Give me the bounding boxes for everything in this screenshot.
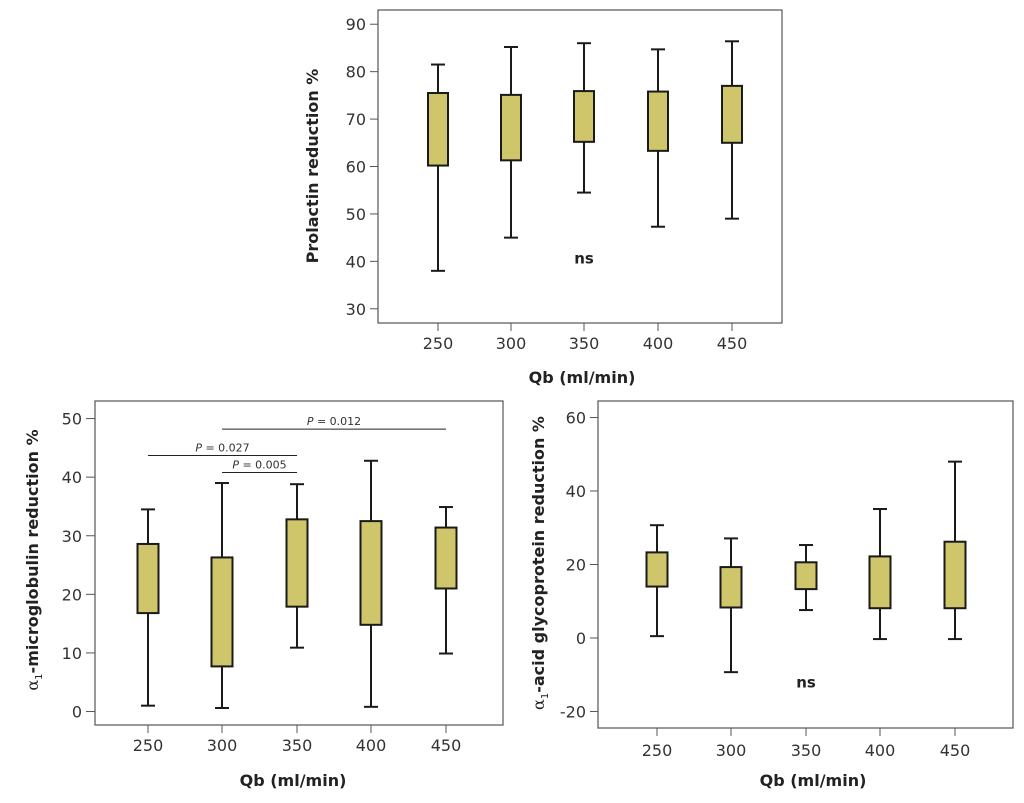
iqr-box [943,540,967,610]
x-tick-label: 300 [716,741,747,760]
iqr-box [573,90,595,143]
box-300 [500,45,522,239]
y-tick-label: 40 [62,468,82,487]
y-tick-label: 40 [346,252,366,271]
box-300 [210,482,234,710]
y-tick-label: 70 [346,110,366,129]
box-400 [647,48,669,228]
y-axis-title-alpha: α [23,680,42,691]
iqr-box [721,84,743,144]
y-tick-label: 0 [72,703,82,722]
x-axis-title: Qb (ml/min) [760,771,867,790]
box-250 [136,508,160,707]
iqr-box [136,542,160,615]
p-value: = 0.005 [239,458,287,471]
box-250 [427,63,449,272]
y-tick-label: 30 [346,300,366,319]
iqr-box [794,561,818,591]
y-tick-label: 50 [62,410,82,429]
x-tick-label: 250 [133,736,164,755]
box-350 [573,42,595,194]
y-tick-label: 10 [62,644,82,663]
iqr-box [719,566,743,609]
x-tick-label: 350 [791,741,822,760]
significance-label: ns [574,250,594,268]
p-value-label: P = 0.027 [195,441,249,454]
y-tick-label: 30 [62,527,82,546]
y-axis-title-subscript: 1 [34,673,45,679]
x-tick-label: 350 [282,736,313,755]
iqr-box [359,520,383,626]
p-value-label: P = 0.012 [307,415,361,428]
iqr-box [500,93,522,162]
y-tick-label: -20 [560,702,586,721]
box-400 [359,459,383,708]
chart-prolactin: 30 40 50 60 70 80 90 250 300 350 400 450 Qb (ml/min)… [303,9,783,387]
x-tick-label: 250 [423,334,454,353]
p-symbol: P [195,441,202,454]
box-400 [868,508,892,641]
chart-a1-microglobulin: 0 10 20 30 40 50 250 300 350 400 450 Qb (ml/min) α1-… [23,400,504,790]
y-axis-title-text: -microglobulin reduction % [23,429,42,673]
p-symbol: P [307,415,314,428]
box-350 [794,544,818,612]
box-450 [943,460,967,641]
y-tick-label: 60 [566,409,586,428]
x-tick-label: 400 [643,334,674,353]
y-tick-label: 80 [346,63,366,82]
iqr-box [647,90,669,152]
box-350 [285,483,309,649]
box-250 [645,524,669,638]
x-axis-title: Qb (ml/min) [529,368,636,387]
x-axis-title: Qb (ml/min) [240,771,347,790]
y-tick-label: 20 [62,585,82,604]
p-value: = 0.012 [313,415,361,428]
x-tick-label: 300 [207,736,238,755]
x-tick-label: 300 [496,334,527,353]
y-tick-label: 40 [566,482,586,501]
iqr-box [427,91,449,167]
iqr-box [868,555,892,610]
box-450 [721,40,743,220]
iqr-box [434,526,458,590]
chart-a1-acid-glycoprotein: -20 0 20 40 60 250 300 350 400 450 Qb (ml/min) α1-a… [529,400,1014,790]
p-value: = 0.027 [202,441,250,454]
p-symbol: P [232,458,239,471]
x-tick-label: 250 [642,741,673,760]
x-tick-label: 400 [865,741,896,760]
y-axis-title: Prolactin reduction % [303,69,322,264]
box-450 [434,506,458,655]
x-tick-label: 450 [717,334,748,353]
iqr-box [210,556,234,668]
y-axis-title-text: -acid glycoprotein reduction % [529,416,548,693]
significance-label: ns [796,674,816,692]
x-tick-label: 350 [569,334,600,353]
p-value-label: P = 0.005 [232,458,286,471]
x-tick-label: 400 [356,736,387,755]
y-tick-label: 50 [346,205,366,224]
y-tick-label: 60 [346,158,366,177]
plot-frame [94,400,504,726]
y-axis-title: α1-microglobulin reduction % [23,429,45,690]
x-tick-label: 450 [431,736,462,755]
y-tick-label: 20 [566,556,586,575]
y-tick-label: 90 [346,15,366,34]
y-axis-title: α1-acid glycoprotein reduction % [529,416,551,710]
y-axis-title-alpha: α [529,699,548,710]
iqr-box [285,518,309,608]
box-300 [719,537,743,674]
y-tick-label: 0 [576,629,586,648]
y-axis-title-subscript: 1 [540,693,551,699]
iqr-box [645,551,669,588]
x-tick-label: 450 [940,741,971,760]
